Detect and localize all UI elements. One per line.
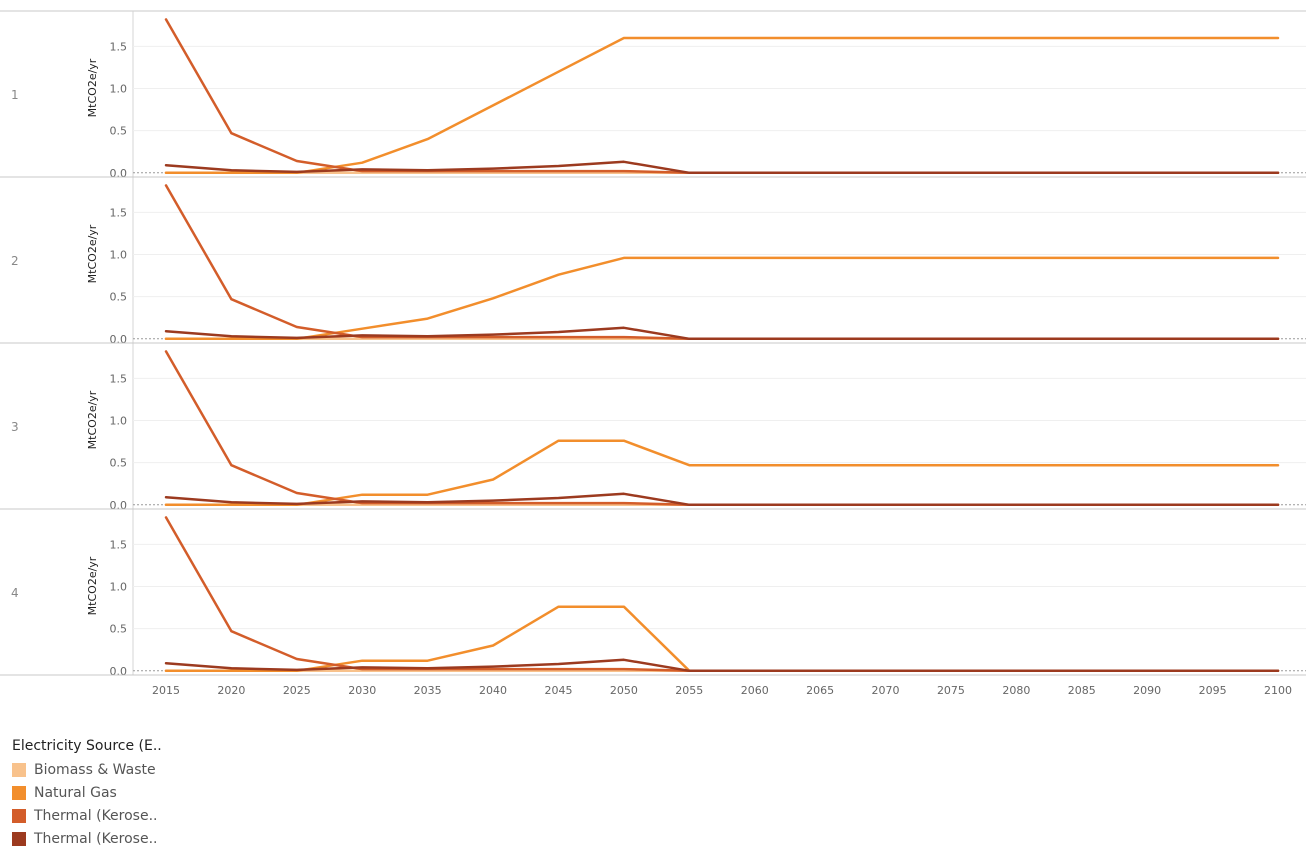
series-line-4 [164, 326, 1280, 341]
legend-item-thermal-1[interactable]: Thermal (Kerose.. [12, 804, 162, 827]
legend-swatch [12, 808, 26, 823]
series-line-4 [164, 160, 1280, 175]
y-tick-label: 1.0 [110, 415, 128, 428]
series-line-4 [164, 658, 1280, 673]
panel-1: 0.0 0.5 1.0 1.5 1 MtCO2e/yr [0, 18, 1306, 180]
x-tick-label: 2080 [1002, 684, 1030, 697]
legend-swatch [12, 762, 26, 777]
x-tick-label: 2070 [872, 684, 900, 697]
x-tick-label: 2025 [283, 684, 311, 697]
y-tick-label: 1.0 [110, 83, 128, 96]
series-line-3 [164, 184, 1280, 341]
y-tick-label: 1.5 [110, 538, 128, 551]
y-axis-label: MtCO2e/yr [86, 390, 99, 449]
legend-item-thermal-2[interactable]: Thermal (Kerose.. [12, 827, 162, 850]
y-tick-label: 0.0 [110, 499, 128, 512]
series-line-2 [164, 256, 1280, 341]
row-label: 1 [11, 88, 19, 102]
y-tick-label: 1.0 [110, 581, 128, 594]
x-tick-label: 2045 [544, 684, 572, 697]
x-tick-label: 2075 [937, 684, 965, 697]
x-tick-label: 2085 [1068, 684, 1096, 697]
panel-4: 0.0 0.5 1.0 1.5 4 MtCO2e/yr [0, 516, 1306, 678]
legend-swatch [12, 785, 26, 800]
legend-label: Thermal (Kerose.. [34, 830, 158, 847]
x-tick-label: 2090 [1133, 684, 1161, 697]
y-tick-label: 0.5 [110, 125, 128, 138]
y-tick-label: 0.0 [110, 665, 128, 678]
x-tick-label: 2015 [152, 684, 180, 697]
row-label: 2 [11, 254, 19, 268]
y-axis-label: MtCO2e/yr [86, 224, 99, 283]
series-line-2 [164, 605, 1280, 673]
legend-label: Biomass & Waste [34, 761, 156, 778]
y-tick-label: 1.5 [110, 206, 128, 219]
y-tick-label: 1.5 [110, 40, 128, 53]
legend-item-natural-gas[interactable]: Natural Gas [12, 781, 162, 804]
legend-title: Electricity Source (E.. [12, 738, 162, 754]
panel-3: 0.0 0.5 1.0 1.5 3 MtCO2e/yr [0, 350, 1306, 512]
panel-2: 0.0 0.5 1.0 1.5 2 MtCO2e/yr [0, 184, 1306, 346]
y-tick-label: 0.0 [110, 333, 128, 346]
legend: Electricity Source (E.. Biomass & Waste … [12, 738, 162, 850]
x-tick-label: 2065 [806, 684, 834, 697]
x-tick-label: 2055 [675, 684, 703, 697]
series-line-3 [164, 350, 1280, 507]
row-label: 4 [11, 586, 19, 600]
x-tick-label: 2060 [741, 684, 769, 697]
x-tick-label: 2020 [217, 684, 245, 697]
y-axis-label: MtCO2e/yr [86, 556, 99, 615]
series-line-3 [164, 516, 1280, 673]
x-tick-label: 2035 [414, 684, 442, 697]
series-line-3 [164, 18, 1280, 175]
legend-swatch [12, 831, 26, 846]
series-line-2 [164, 36, 1280, 175]
x-tick-label: 2100 [1264, 684, 1292, 697]
line-chart: 0.0 0.5 1.0 1.5 1 MtCO2e/yr 0.0 0.5 1.0 1.5 2 MtCO2… [0, 10, 1306, 697]
legend-label: Natural Gas [34, 784, 117, 801]
row-label: 3 [11, 420, 19, 434]
legend-label: Thermal (Kerose.. [34, 807, 158, 824]
y-tick-label: 0.5 [110, 291, 128, 304]
x-tick-label: 2040 [479, 684, 507, 697]
series-line-4 [164, 492, 1280, 507]
x-tick-label: 2095 [1199, 684, 1227, 697]
y-tick-label: 1.5 [110, 372, 128, 385]
x-tick-label: 2030 [348, 684, 376, 697]
y-tick-label: 0.0 [110, 167, 128, 180]
y-axis-label: MtCO2e/yr [86, 58, 99, 117]
y-tick-label: 0.5 [110, 623, 128, 636]
y-tick-label: 1.0 [110, 249, 128, 262]
y-tick-label: 0.5 [110, 457, 128, 470]
legend-item-biomass-waste[interactable]: Biomass & Waste [12, 758, 162, 781]
x-tick-label: 2050 [610, 684, 638, 697]
series-line-2 [164, 439, 1280, 507]
